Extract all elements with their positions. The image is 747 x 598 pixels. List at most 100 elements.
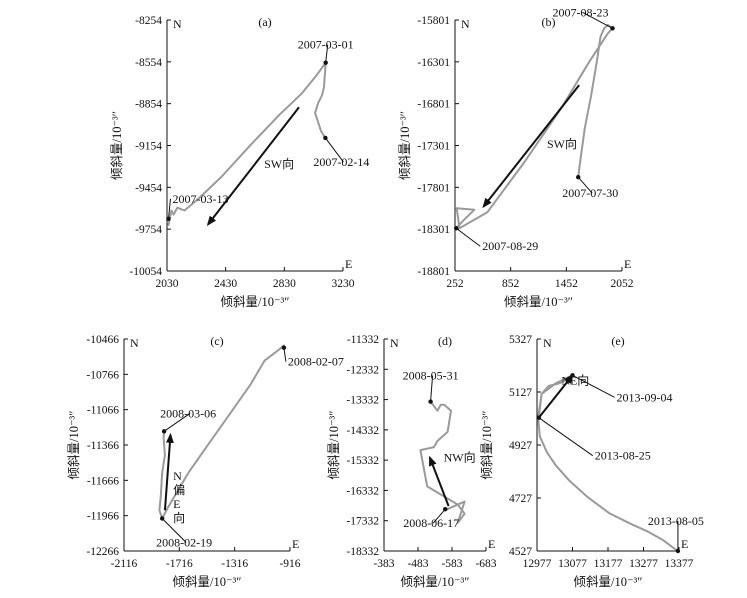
arrow-direction-label: 偏 [173, 482, 185, 497]
x-tick-label: 2030 [156, 278, 179, 290]
x-tick-label: 252 [446, 278, 464, 290]
y-tick-label: -8254 [135, 15, 162, 27]
y-tick-label: -9454 [135, 182, 162, 194]
annotation-leader [582, 11, 613, 29]
chart-panel: 12977 13077 13177 13277 13377 5327 5127 4927 472… [480, 334, 704, 589]
tilt-trajectory [419, 401, 466, 524]
annotation-leader [163, 412, 191, 432]
date-annotation: 2007-02-14 [313, 155, 369, 169]
x-tick-label: 2830 [273, 278, 296, 290]
y-tick-label: -9154 [135, 141, 162, 153]
date-annotation: 2008-03-06 [160, 406, 216, 420]
y-tick-label: -17801 [417, 182, 450, 194]
annotation-dot [576, 175, 581, 180]
x-tick-label: 852 [502, 278, 520, 290]
y-tick-label: -11366 [87, 440, 119, 452]
y-tick-label: -8854 [135, 99, 162, 111]
x-axis-title: 倾斜量/10⁻³″ [573, 575, 642, 589]
arrow-direction-label: SW向 [547, 136, 577, 151]
north-label: N [173, 17, 182, 31]
y-tick-label: -13332 [346, 395, 379, 407]
direction-arrow [537, 373, 574, 419]
annotation-dot [536, 415, 541, 420]
chart-panel: -383 -483 -583 -683 -11332 -12332 -13332 -14332… [327, 334, 497, 589]
date-annotation: 2007-07-30 [562, 186, 618, 200]
arrow-direction-label: 向 [173, 510, 185, 525]
y-tick-label: 5327 [509, 334, 532, 346]
date-annotation: 2013-09-04 [617, 390, 673, 404]
annotation-leader [324, 137, 344, 163]
x-tick-label: -916 [279, 558, 300, 570]
arrow-direction-label: N [173, 469, 182, 483]
x-tick-label: -683 [475, 558, 496, 570]
y-tick-label: -11666 [87, 475, 119, 487]
x-axis-title: 倾斜量/10⁻³″ [400, 575, 469, 589]
x-tick-label: 1452 [555, 278, 578, 290]
y-axis-title: 倾斜量/10⁻³″ [327, 410, 341, 479]
annotation-leader [572, 374, 615, 398]
north-label: N [543, 336, 552, 350]
north-label: N [130, 336, 139, 350]
y-tick-label: -16301 [417, 57, 450, 69]
y-axis-title: 倾斜量/10⁻³″ [67, 410, 81, 479]
y-tick-label: -15332 [346, 455, 379, 467]
annotation-dot [610, 26, 615, 31]
y-tick-label: 4527 [509, 546, 532, 558]
y-axis-title: 倾斜量/10⁻³″ [398, 111, 412, 180]
panel-label: (e) [611, 334, 624, 348]
annotation-leader [432, 508, 446, 524]
annotation-dot [443, 506, 448, 512]
arrow-direction-label: SW向 [264, 156, 294, 171]
panel-label: (b) [542, 15, 556, 29]
y-tick-label: -18301 [417, 224, 450, 236]
direction-arrow [206, 106, 300, 227]
chart-panel: 2030 2430 2830 3230 -8254 -8554 -8854 -9154 -945… [110, 15, 369, 309]
x-tick-label: -2116 [111, 558, 138, 570]
x-tick-label: 2052 [611, 278, 634, 290]
date-annotation: 2013-08-05 [648, 514, 704, 528]
y-tick-label: -10766 [86, 369, 119, 381]
x-axis-title: 倾斜量/10⁻³″ [504, 295, 573, 309]
annotation-leader [283, 347, 287, 362]
y-tick-label: -16801 [417, 99, 450, 111]
x-tick-label: 13177 [594, 558, 623, 570]
east-label: E [488, 537, 495, 551]
arrow-direction-label: NE向 [561, 372, 589, 387]
y-tick-label: -11332 [347, 334, 379, 346]
arrow-direction-label: NW向 [444, 449, 476, 464]
x-tick-label: 2430 [214, 278, 237, 290]
y-tick-label: -17332 [346, 516, 379, 528]
annotation-dot [161, 429, 167, 434]
x-axis-title: 倾斜量/10⁻³″ [220, 295, 289, 309]
tilt-trajectory [167, 61, 327, 227]
date-annotation: 2013-08-25 [595, 449, 651, 463]
tilt-trajectory [158, 344, 285, 520]
east-label: E [624, 257, 631, 271]
panel-label: (a) [258, 15, 271, 29]
y-tick-label: -18801 [417, 266, 450, 278]
annotation-dot [428, 399, 433, 404]
x-tick-label: 12977 [523, 558, 552, 570]
y-tick-label: -9754 [135, 224, 162, 236]
y-tick-label: 4727 [509, 493, 532, 505]
east-label: E [681, 537, 688, 551]
annotation-leader [325, 44, 329, 63]
date-annotation: 2007-03-13 [172, 192, 228, 206]
east-label: E [292, 537, 299, 551]
east-label: E [345, 257, 352, 271]
x-tick-label: -1316 [221, 558, 248, 570]
date-annotation: 2008-02-19 [156, 535, 212, 549]
y-tick-label: -17301 [417, 141, 450, 153]
y-tick-label: -8554 [135, 57, 162, 69]
y-axis-title: 倾斜量/10⁻³″ [480, 410, 494, 479]
annotation-leader [430, 375, 434, 402]
annotation-leader [577, 176, 593, 194]
tilt-trajectory [455, 23, 614, 230]
annotation-leader [538, 417, 594, 457]
annotation-leader [161, 518, 187, 543]
y-tick-label: 5127 [509, 387, 532, 399]
y-tick-label: -18332 [346, 546, 379, 558]
y-tick-label: -11066 [87, 405, 119, 417]
y-tick-label: -12332 [346, 364, 379, 376]
north-label: N [390, 336, 399, 350]
